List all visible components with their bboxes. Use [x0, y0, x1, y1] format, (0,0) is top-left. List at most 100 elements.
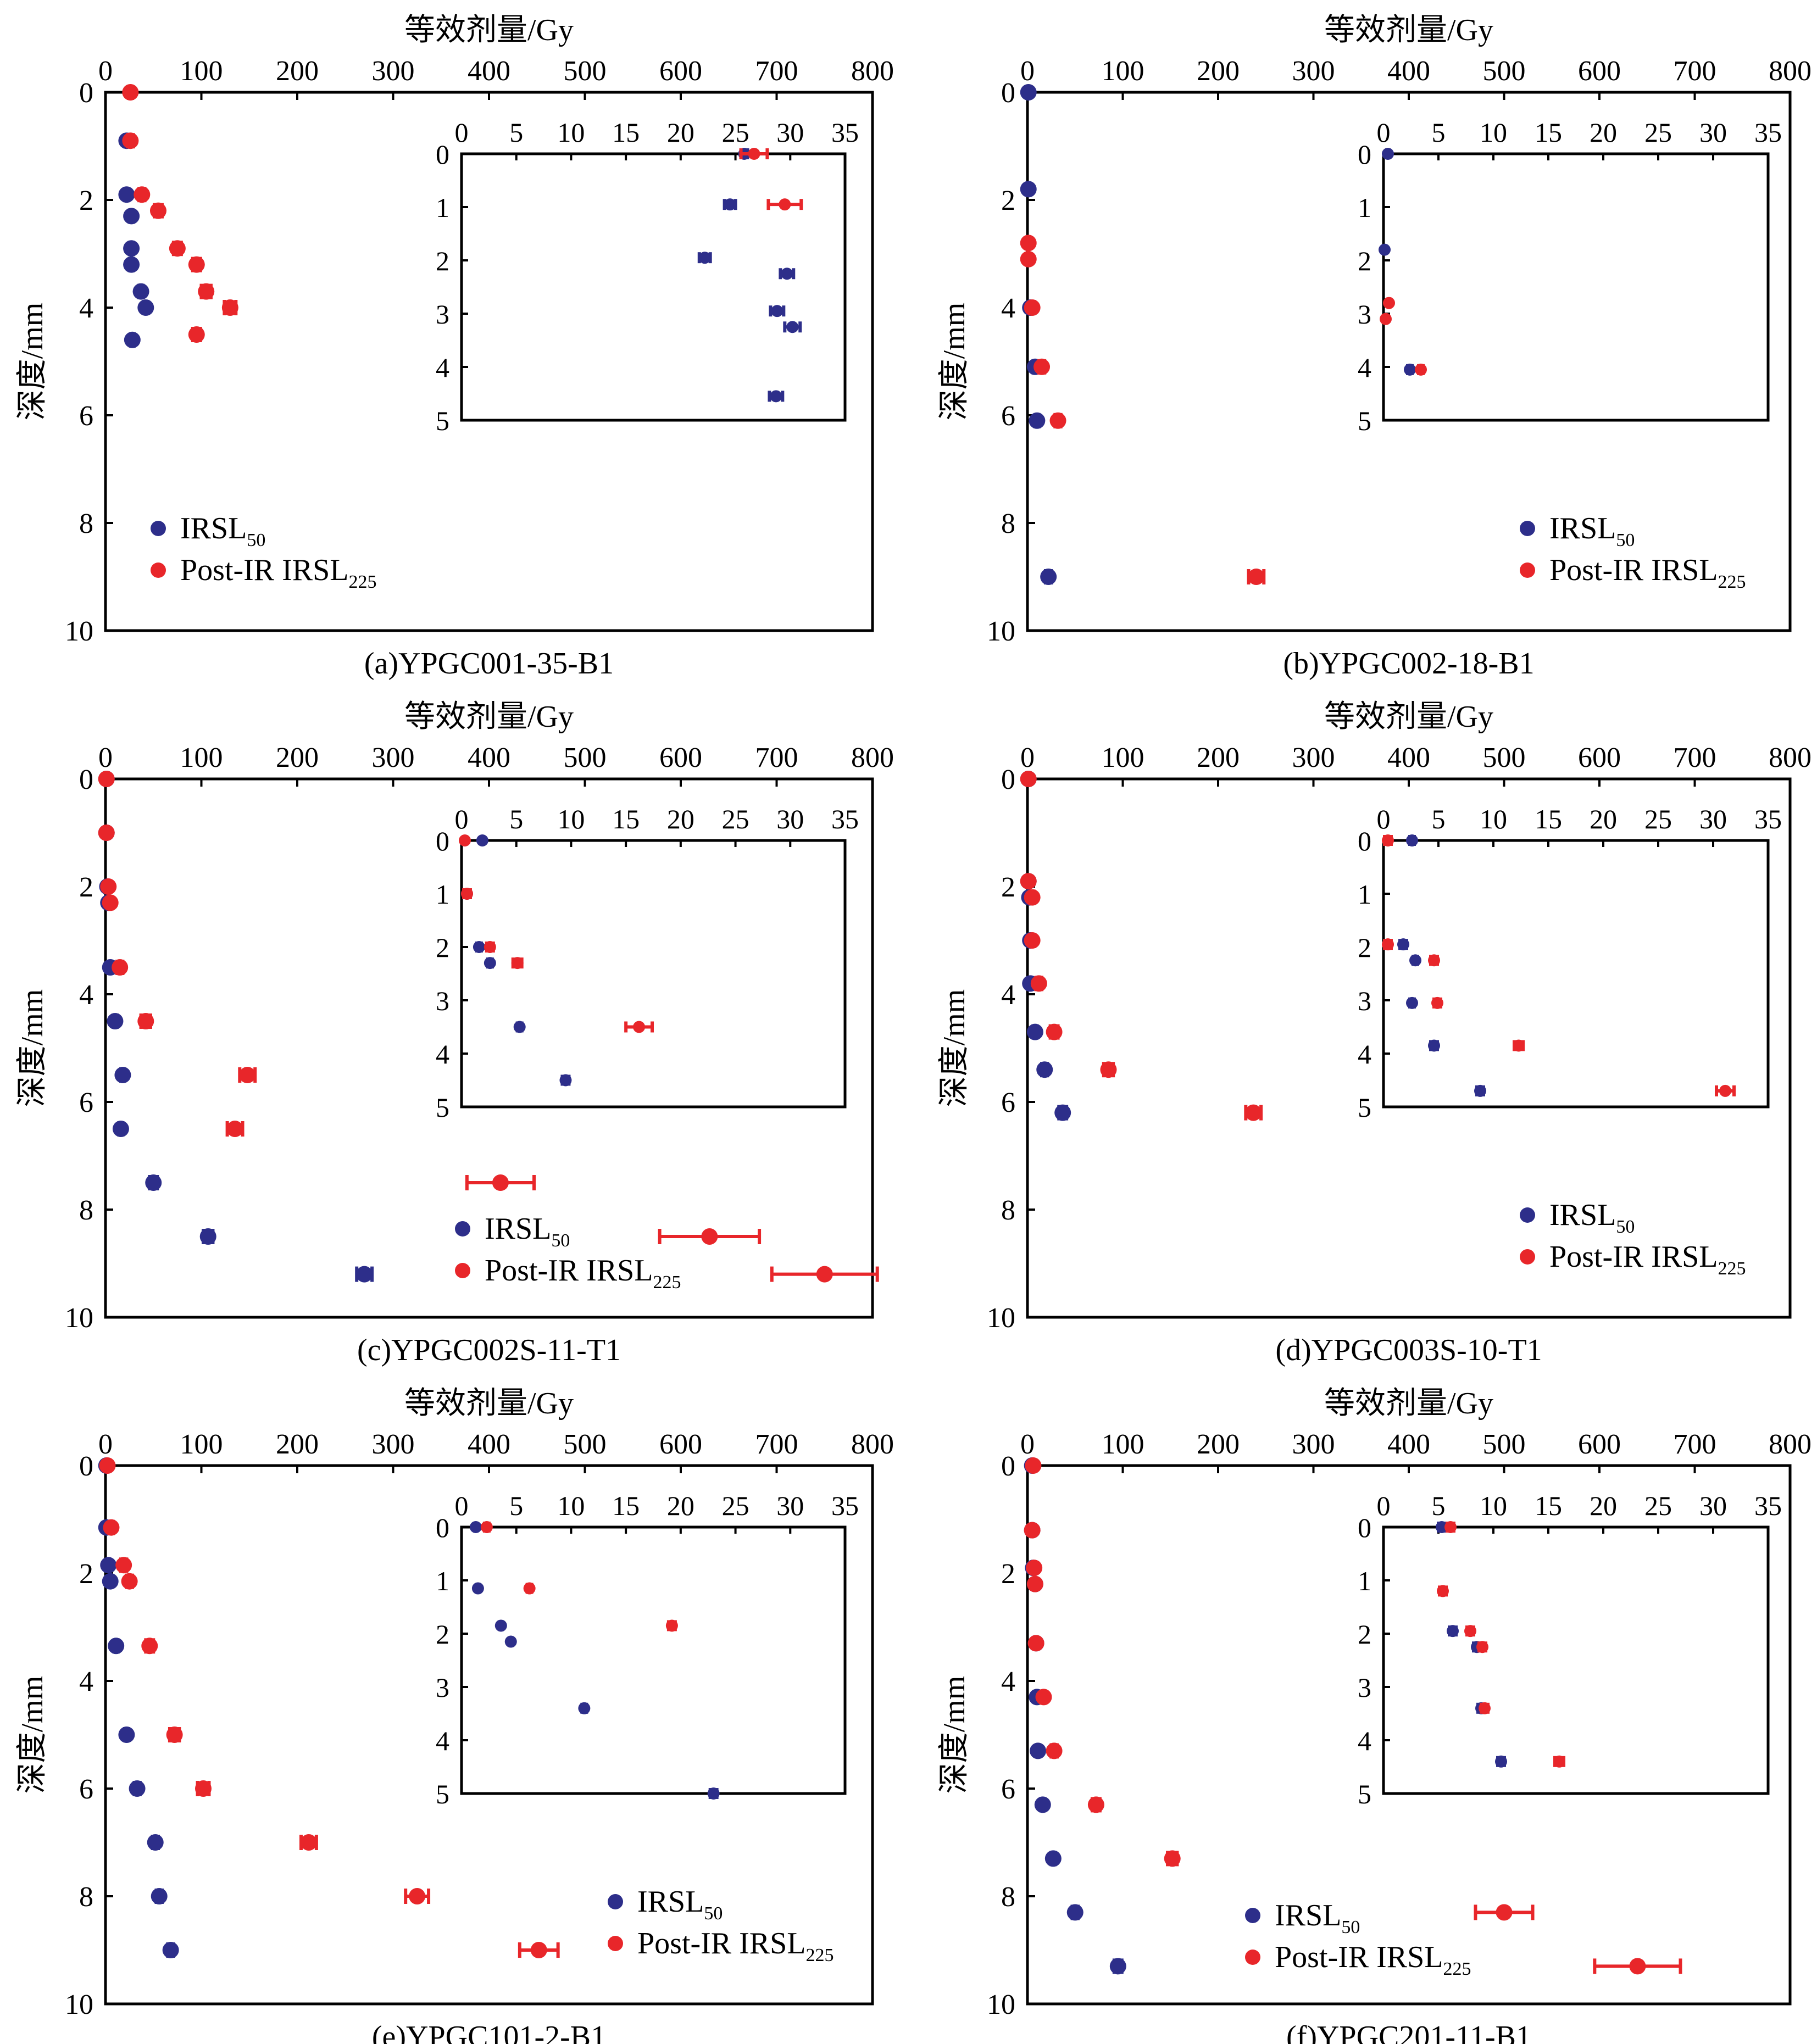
inset-data-point [1404, 363, 1416, 376]
data-point [1020, 873, 1037, 890]
data-point [100, 878, 117, 895]
series-post-ir-irsl225 [1024, 1457, 1682, 1975]
panel-b: 0 100 200 300 400 500 600 700 8000246810等效剂量/Gy深… [937, 13, 1812, 681]
data-point [102, 1573, 119, 1590]
data-point [123, 256, 140, 273]
inset-series-irsl50 [1379, 148, 1416, 376]
series-post-ir-irsl225 [98, 771, 879, 1283]
inset-x-tick-label: 35 [831, 804, 859, 834]
x-tick-label: 400 [468, 742, 510, 773]
data-point [195, 1780, 212, 1797]
y-tick-label: 0 [79, 764, 93, 795]
inset-x-tick-label: 20 [667, 1490, 694, 1521]
x-tick-label: 600 [659, 742, 702, 773]
x-tick-label: 600 [1578, 1429, 1621, 1460]
data-point [151, 1888, 168, 1904]
inset-x-tick-label: 5 [509, 117, 523, 148]
inset-x-tick-label: 25 [722, 117, 749, 148]
y-tick-label: 4 [1001, 979, 1015, 1011]
x-tick-label: 200 [276, 55, 319, 87]
x-tick-label: 0 [1020, 1429, 1035, 1460]
inset-x-tick-label: 25 [1644, 1490, 1672, 1521]
x-axis-label: 等效剂量/Gy [404, 1386, 574, 1421]
y-tick-label: 10 [987, 1302, 1015, 1334]
data-point [112, 1121, 129, 1137]
inset-y-tick-label: 0 [436, 139, 449, 170]
data-point [816, 1266, 833, 1283]
x-axis-label: 等效剂量/Gy [1324, 1386, 1493, 1421]
panel-e: 0 100 200 300 400 500 600 700 8000246810等效剂量/Gy深… [15, 1386, 894, 2044]
y-axis-label: 深度/mm [937, 303, 971, 421]
legend-marker-irsl50 [1245, 1908, 1260, 1923]
data-point [1020, 235, 1037, 252]
inset-data-point [1428, 954, 1440, 967]
inset-y-tick-label: 5 [1358, 1779, 1371, 1809]
inset-data-point [1379, 243, 1391, 256]
inset-y-tick-label: 0 [1358, 139, 1371, 170]
inset-series-post-ir-irsl225 [739, 148, 803, 211]
x-tick-label: 700 [1674, 742, 1716, 773]
legend-text: IRSL [180, 511, 247, 545]
inset-x-tick-label: 20 [667, 117, 694, 148]
y-tick-label: 10 [65, 616, 93, 647]
y-tick-label: 6 [1001, 400, 1015, 432]
inset-data-point [578, 1702, 591, 1714]
inset-data-point [1382, 938, 1394, 951]
legend-marker-irsl50 [151, 521, 166, 536]
inset-x-tick-label: 0 [1377, 117, 1391, 148]
y-tick-label: 8 [79, 508, 93, 539]
data-point [1024, 889, 1041, 906]
legend-subscript: 225 [349, 572, 377, 592]
data-point [1035, 1689, 1052, 1706]
data-point [100, 1557, 117, 1574]
panel-a: 0 100 200 300 400 500 600 700 8000246810等效剂量/Gy深… [15, 13, 894, 681]
inset-x-tick-label: 10 [557, 1490, 585, 1521]
x-tick-label: 0 [98, 1429, 113, 1460]
legend-marker-irsl50 [1520, 521, 1535, 536]
inset-data-point [1436, 1521, 1448, 1533]
inset-data-point [771, 305, 784, 318]
inset-y-tick-label: 2 [436, 932, 449, 963]
inset-frame [460, 152, 847, 422]
legend-text: Post-IR IRSL [1549, 553, 1718, 587]
data-point [1245, 1104, 1262, 1121]
inset-y-tick-label: 0 [436, 826, 449, 856]
y-tick-label: 4 [79, 293, 93, 324]
inset-data-point [469, 1521, 482, 1533]
y-tick-label: 4 [79, 979, 93, 1011]
x-tick-label: 800 [1769, 1429, 1812, 1460]
data-point [123, 240, 140, 257]
inset-x-tick-label: 30 [776, 1490, 804, 1521]
inset-series-post-ir-irsl225 [1437, 1521, 1565, 1768]
inset-x-tick-label: 5 [1432, 117, 1446, 148]
inset-y-tick-label: 1 [436, 1566, 449, 1596]
inset-data-point [1382, 834, 1394, 846]
x-tick-label: 600 [659, 1429, 702, 1460]
inset-series-irsl50 [469, 1521, 720, 1800]
data-point [1034, 1796, 1051, 1813]
data-point [1030, 1742, 1047, 1759]
inset-x-tick-label: 15 [612, 804, 640, 834]
data-point [1027, 1635, 1044, 1652]
inset-y-tick-label: 1 [1358, 192, 1371, 223]
inset-data-point [460, 888, 473, 900]
data-point [145, 1174, 162, 1191]
y-tick-label: 10 [65, 1302, 93, 1334]
inset-x-tick-label: 0 [1377, 804, 1391, 834]
panel-caption: (c)YPGC002S-11-T1 [357, 1333, 621, 1367]
inset-series-post-ir-irsl225 [480, 1521, 678, 1632]
inset-y-tick-label: 3 [436, 985, 449, 1016]
inset-data-point [665, 1619, 678, 1632]
legend-text: Post-IR IRSL [180, 553, 349, 587]
inset-data-point [1428, 1039, 1440, 1052]
inset-y-tick-label: 4 [1358, 1039, 1371, 1070]
data-point [141, 1638, 158, 1655]
x-tick-label: 100 [180, 55, 223, 87]
data-point [530, 1942, 547, 1958]
data-point [123, 208, 140, 225]
inset-y-tick-label: 0 [1358, 1512, 1371, 1543]
panel-f: 0 100 200 300 400 500 600 700 8000246810等效剂量/Gy深… [937, 1386, 1812, 2044]
data-point [129, 1780, 146, 1797]
